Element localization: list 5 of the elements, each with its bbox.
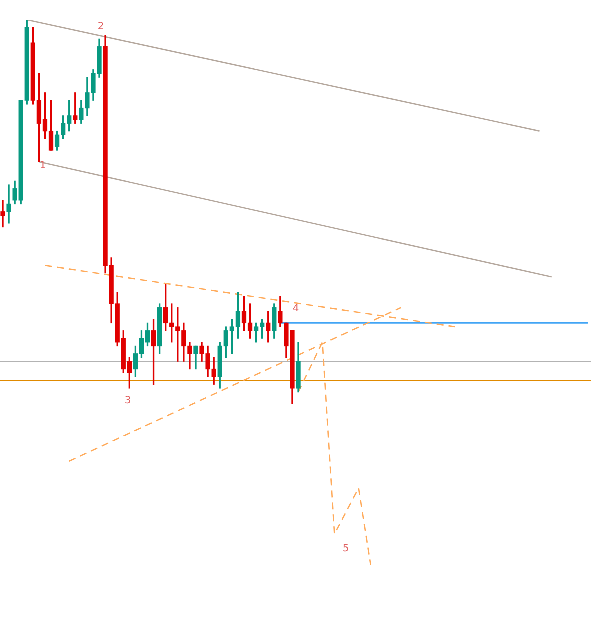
annotation: 2 — [98, 22, 104, 33]
annotation: 1 — [40, 160, 46, 172]
text: 5 — [342, 544, 350, 555]
annotation: 3 — [124, 396, 132, 407]
annotation: 4 — [292, 304, 300, 315]
